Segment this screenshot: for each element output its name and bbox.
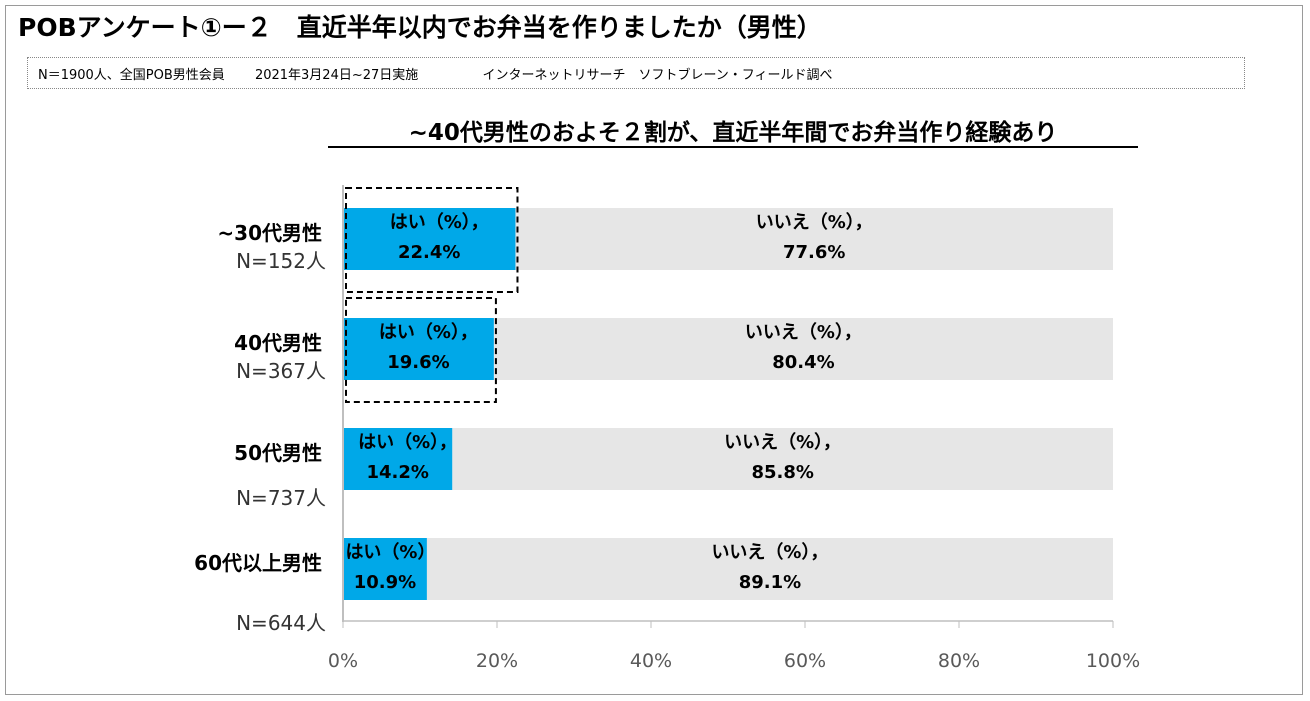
chart-title: ~40代男性のおよそ２割が、直近半年間でお弁当作り経験あり [409, 119, 1058, 146]
sample-size-label: N=367人 [236, 359, 326, 383]
data-label-name: いいえ（%）， [756, 212, 873, 233]
bar-no [515, 208, 1113, 270]
bar-yes [343, 318, 494, 380]
sample-size-label: N=737人 [236, 486, 326, 510]
x-tick-label: 40% [630, 650, 672, 672]
data-label-name: いいえ（%）， [724, 432, 841, 453]
data-label-name: いいえ（%）， [745, 322, 862, 343]
data-label-value: 22.4% [398, 242, 460, 263]
bar-no [493, 318, 1113, 380]
category-label: ~30代男性 [217, 221, 322, 245]
bar-yes [343, 428, 453, 490]
sample-size-label: N=152人 [236, 249, 326, 273]
category-label: 60代以上男性 [194, 551, 322, 575]
survey-note: N＝1900人、全国POB男性会員 2021年3月24日~27日実施 インターネ… [27, 57, 1245, 89]
data-label-value: 77.6% [783, 242, 845, 263]
note-date: 2021年3月24日~27日実施 [254, 68, 419, 83]
x-tick-label: 60% [784, 650, 826, 672]
data-label-value: 14.2% [366, 462, 428, 483]
data-label-name: はい（%）， [358, 432, 457, 453]
note-source: インターネットリサーチ ソフトブレーン・フィールド調べ [482, 68, 833, 83]
x-tick-label: 0% [328, 650, 358, 672]
category-label: 50代男性 [234, 441, 322, 465]
x-tick-label: 100% [1086, 650, 1140, 672]
note-sample: N＝1900人、全国POB男性会員 [38, 68, 225, 83]
data-label-name: はい（%）， [345, 542, 444, 563]
data-label-name: はい（%）， [390, 212, 489, 233]
highlight-box [345, 187, 519, 293]
x-tick-label: 80% [938, 650, 980, 672]
sample-size-label: N=644人 [236, 611, 326, 635]
data-label-value: 89.1% [739, 572, 801, 593]
highlight-box [345, 297, 497, 403]
frame [5, 5, 1303, 695]
data-label-value: 85.8% [751, 462, 813, 483]
x-tick-label: 20% [476, 650, 518, 672]
data-label-name: はい（%）， [379, 322, 478, 343]
bar-no [452, 428, 1114, 490]
category-label: 40代男性 [234, 331, 322, 355]
data-label-value: 10.9% [354, 572, 416, 593]
bar-no [426, 538, 1113, 600]
data-label-value: 19.6% [387, 352, 449, 373]
bar-yes [343, 208, 516, 270]
data-label-name: いいえ（%）， [711, 542, 828, 563]
bar-yes [343, 538, 427, 600]
data-label-value: 80.4% [772, 352, 834, 373]
page-title: POBアンケート①ー２ 直近半年以内でお弁当を作りましたか（男性） [18, 13, 822, 42]
